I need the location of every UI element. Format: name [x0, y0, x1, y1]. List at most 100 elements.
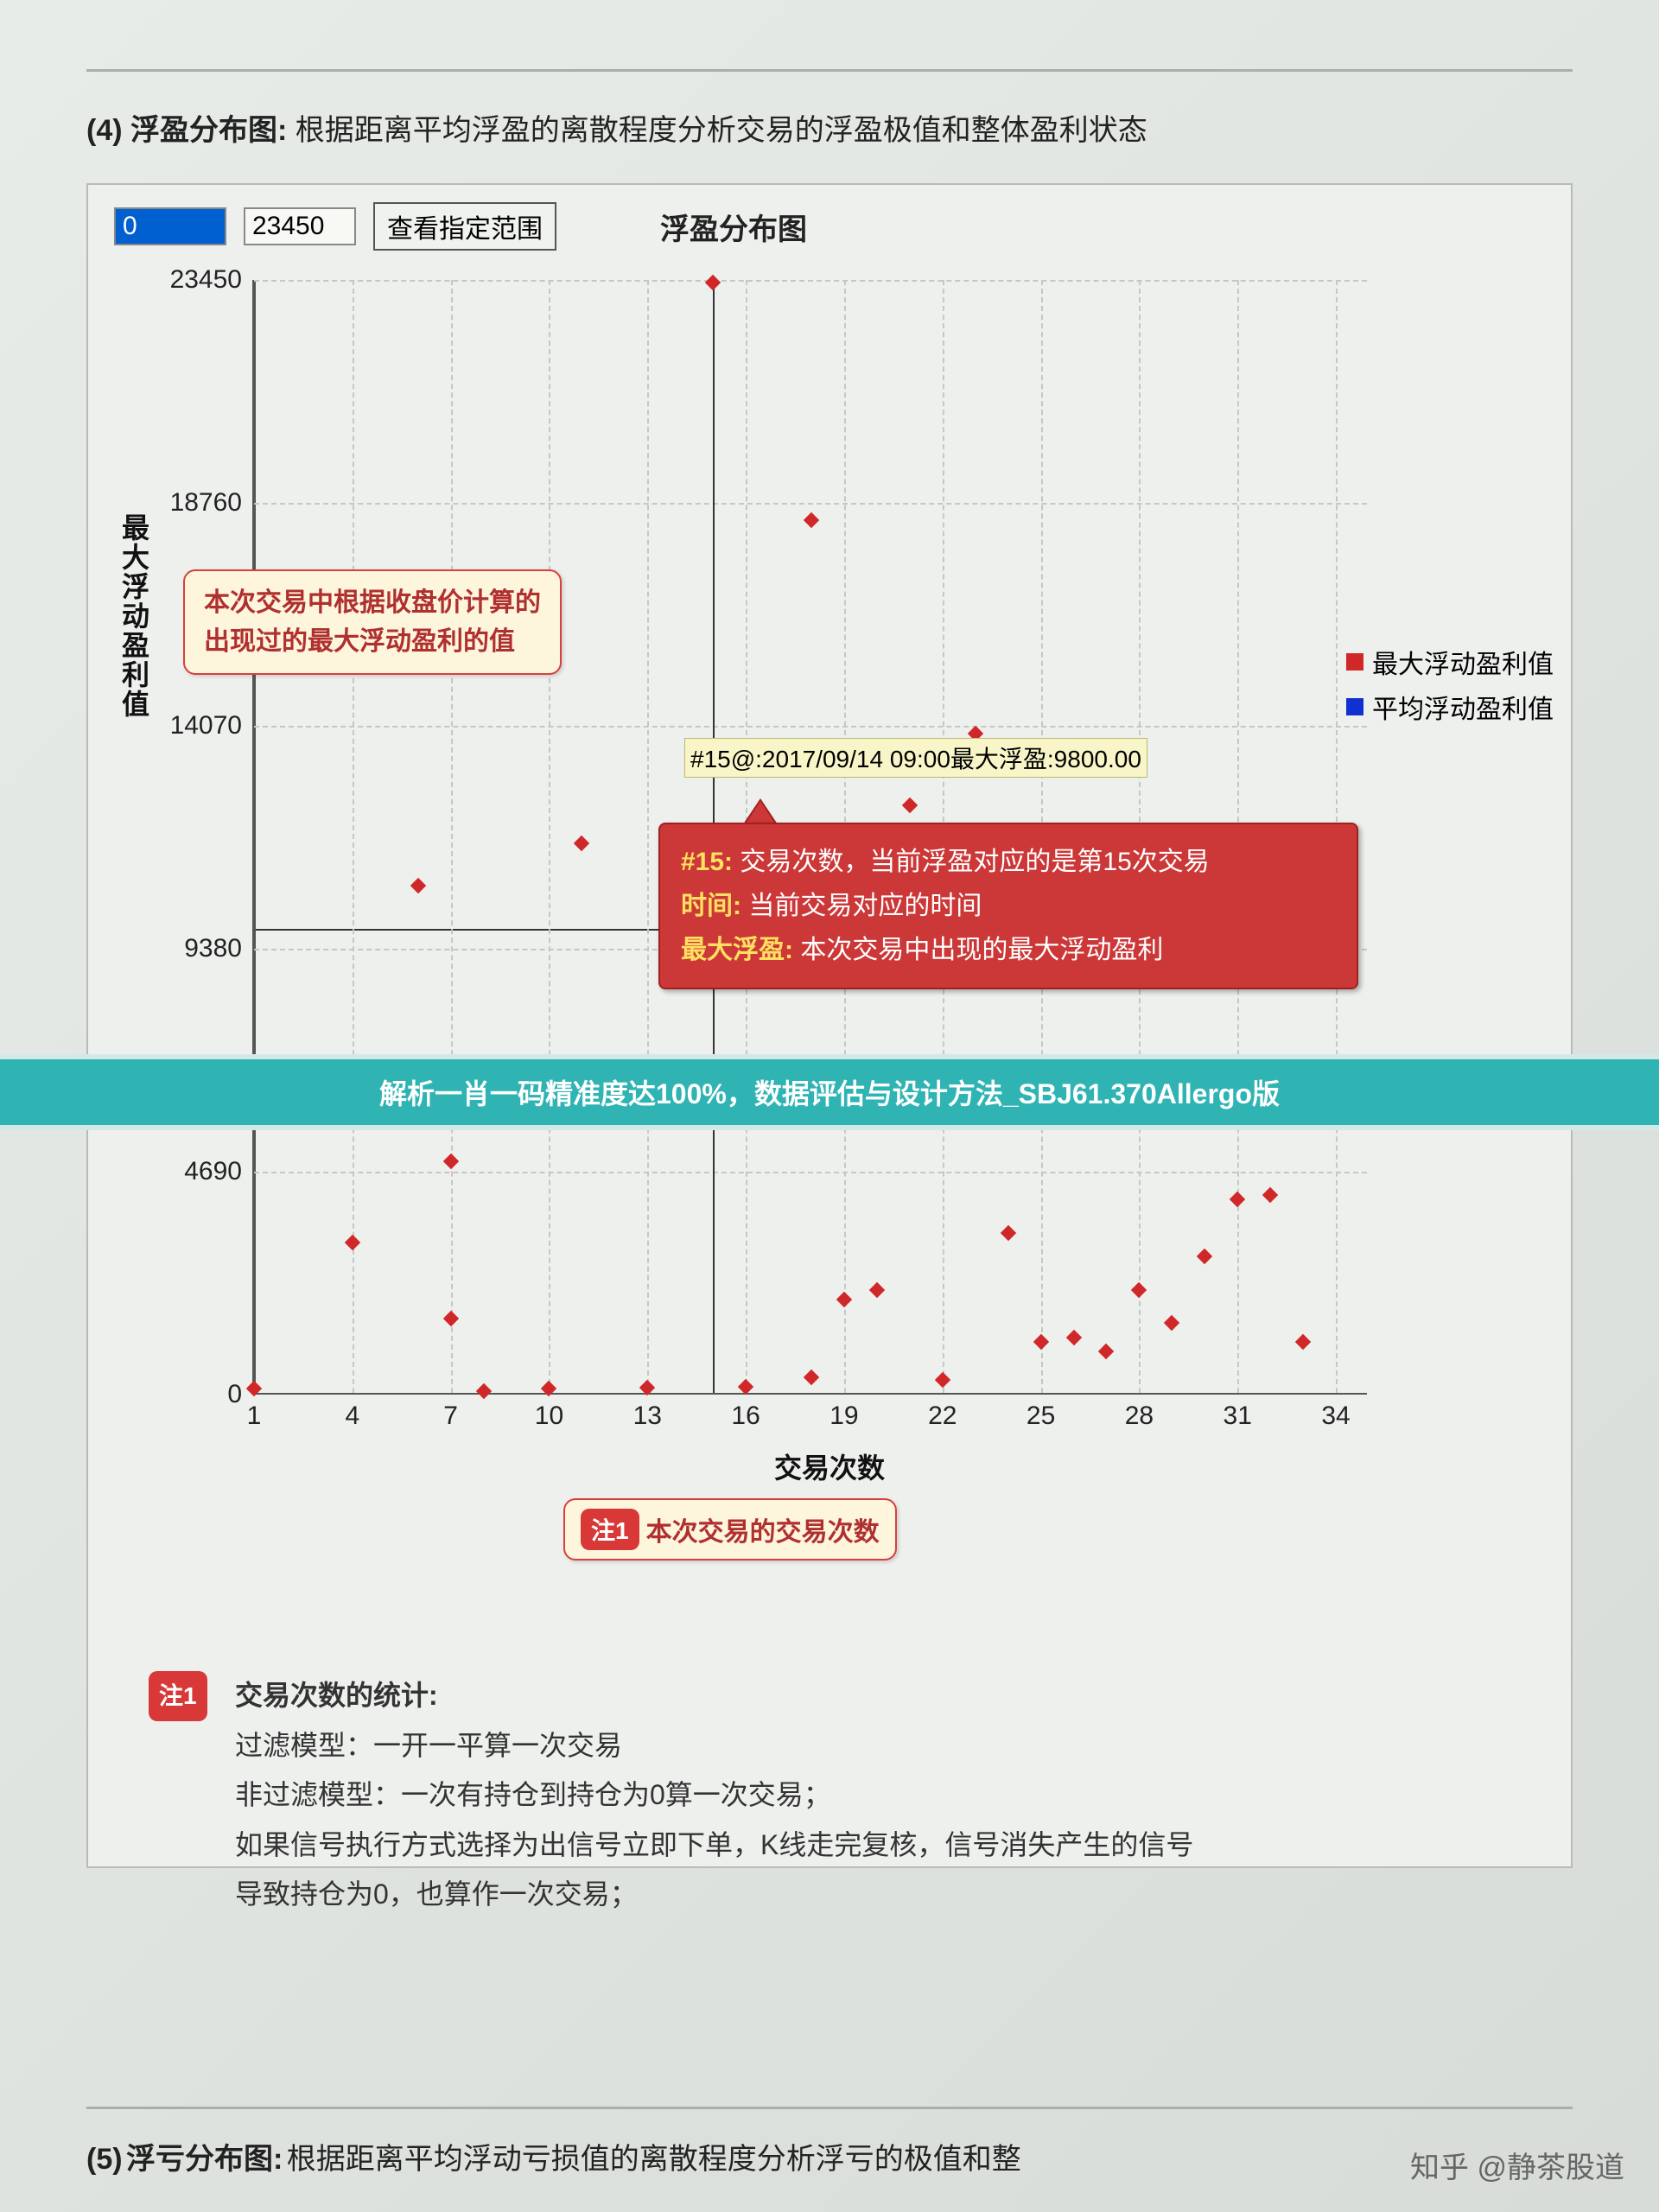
y-tick-label: 23450	[170, 265, 242, 295]
legend: 最大浮动盈利值 平均浮动盈利值	[1346, 643, 1554, 733]
scatter-point	[804, 1370, 819, 1385]
notes-l3: 如果信号执行方式选择为出信号立即下单，K线走完复核，信号消失产生的信号	[235, 1821, 1502, 1871]
x-tick-label: 25	[1027, 1402, 1055, 1431]
scatter-point	[1262, 1187, 1278, 1203]
scatter-point	[804, 512, 819, 528]
scatter-point	[1098, 1344, 1114, 1359]
y-tick-label: 4690	[184, 1157, 242, 1186]
legend-row-max: 最大浮动盈利值	[1346, 643, 1554, 681]
scatter-point	[541, 1381, 556, 1396]
y-axis-label: 最大浮动盈利值	[114, 513, 154, 719]
x-tick-label: 13	[633, 1402, 662, 1431]
grid-v	[353, 280, 354, 1393]
x-tick-label: 28	[1125, 1402, 1154, 1431]
section5-desc: 根据距离平均浮动亏损值的离散程度分析浮亏的极值和整	[287, 2143, 1021, 2176]
grid-v	[647, 280, 649, 1393]
x-tick-label: 7	[443, 1402, 458, 1431]
scatter-point	[1000, 1225, 1015, 1241]
scatter-point	[442, 1154, 458, 1169]
x-tick-label: 34	[1321, 1402, 1350, 1431]
chart-tooltip: #15@:2017/09/14 09:00最大浮盈:9800.00	[684, 738, 1147, 778]
ylabel-callout-l2: 出现过的最大浮动盈利的值	[204, 622, 541, 661]
x-tick-label: 16	[731, 1402, 760, 1431]
scatter-point	[738, 1379, 753, 1395]
legend-label-avg: 平均浮动盈利值	[1372, 688, 1554, 726]
notes-block: 注1 交易次数的统计: 过滤模型：一开一平算一次交易 非过滤模型：一次有持仓到持…	[235, 1671, 1502, 1920]
watermark: 知乎 @静茶股道	[1410, 2144, 1624, 2186]
ylabel-callout-l1: 本次交易中根据收盘价计算的	[204, 583, 541, 622]
xlabel-callout-text: 本次交易的交易次数	[646, 1510, 880, 1548]
top-rule	[86, 69, 1573, 72]
y-tick-label: 14070	[170, 711, 242, 741]
ylabel-callout: 本次交易中根据收盘价计算的 出现过的最大浮动盈利的值	[183, 569, 562, 675]
y-tick-label: 18760	[170, 488, 242, 518]
y-tick-label: 9380	[184, 934, 242, 963]
legend-label-max: 最大浮动盈利值	[1372, 643, 1554, 681]
range-from-input[interactable]	[114, 207, 226, 245]
controls-row: 查看指定范围 浮盈分布图	[114, 202, 807, 251]
popup-row-2: 时间: 当前交易对应的时间	[681, 884, 1336, 928]
section4-title: 浮盈分布图:	[130, 114, 287, 147]
grid-h	[254, 503, 1367, 505]
scatter-point	[345, 1235, 360, 1250]
scatter-point	[1131, 1282, 1147, 1298]
y-tick-label: 0	[227, 1380, 242, 1409]
xlabel-callout: 注1 本次交易的交易次数	[563, 1498, 897, 1560]
scatter-point	[1230, 1192, 1245, 1207]
section5-heading: (5) 浮亏分布图: 根据距离平均浮动亏损值的离散程度分析浮亏的极值和整	[86, 2107, 1573, 2177]
section4-num: (4)	[86, 114, 123, 147]
scatter-point	[475, 1382, 491, 1398]
section5-title: 浮亏分布图:	[126, 2143, 283, 2176]
explain-popup: #15: 交易次数，当前浮盈对应的是第15次交易 时间: 当前交易对应的时间 最…	[658, 823, 1358, 989]
popup-arrow	[745, 801, 776, 825]
scatter-point	[1033, 1334, 1048, 1350]
view-range-button[interactable]: 查看指定范围	[373, 202, 556, 251]
grid-v	[451, 280, 453, 1393]
scatter-point	[246, 1381, 262, 1396]
scatter-point	[902, 798, 918, 813]
anno-pill-2-icon: 注1	[149, 1671, 207, 1721]
legend-swatch-max	[1346, 653, 1363, 671]
overlay-banner-text: 解析一肖一码精准度达100%，数据评估与设计方法_SBJ61.370Allerg…	[379, 1072, 1280, 1112]
grid-h	[254, 1172, 1367, 1173]
section4-heading: (4) 浮盈分布图: 根据距离平均浮盈的离散程度分析交易的浮盈极值和整体盈利状态	[86, 106, 1573, 149]
notes-heading: 交易次数的统计:	[235, 1671, 1502, 1721]
scatter-point	[1197, 1249, 1212, 1264]
notes-l2: 非过滤模型：一次有持仓到持仓为0算一次交易；	[235, 1770, 1502, 1821]
legend-row-avg: 平均浮动盈利值	[1346, 688, 1554, 726]
chart-tooltip-text: #15@:2017/09/14 09:00最大浮盈:9800.00	[690, 746, 1141, 772]
range-to-input[interactable]	[244, 207, 356, 245]
scatter-point	[1065, 1330, 1081, 1345]
grid-h	[254, 280, 1367, 282]
grid-h	[254, 726, 1367, 728]
x-tick-label: 31	[1224, 1402, 1252, 1431]
scatter-point	[935, 1372, 950, 1388]
grid-v	[254, 280, 256, 1393]
scatter-point	[1164, 1315, 1179, 1331]
x-tick-label: 22	[928, 1402, 957, 1431]
section5-num: (5)	[86, 2143, 123, 2176]
x-axis-label: 交易次数	[774, 1446, 885, 1486]
overlay-banner: 解析一肖一码精准度达100%，数据评估与设计方法_SBJ61.370Allerg…	[0, 1054, 1659, 1130]
legend-swatch-avg	[1346, 698, 1363, 715]
section4-desc: 根据距离平均浮盈的离散程度分析交易的浮盈极值和整体盈利状态	[296, 114, 1147, 147]
popup-row-3: 最大浮盈: 本次交易中出现的最大浮动盈利	[681, 928, 1336, 972]
notes-l4: 导致持仓为0，也算作一次交易；	[235, 1870, 1502, 1920]
scatter-point	[639, 1380, 655, 1395]
scatter-point	[869, 1282, 885, 1298]
notes-l1: 过滤模型：一开一平算一次交易	[235, 1721, 1502, 1771]
x-tick-label: 4	[345, 1402, 359, 1431]
scatter-point	[836, 1292, 852, 1307]
chart-container: 查看指定范围 浮盈分布图 最大浮动盈利值 1471013161922252831…	[86, 183, 1573, 1868]
scatter-point	[705, 275, 721, 290]
scatter-point	[1295, 1334, 1311, 1350]
x-tick-label: 19	[830, 1402, 858, 1431]
highlight-hline	[254, 929, 713, 931]
scatter-point	[574, 836, 589, 851]
watermark-text: 知乎 @静茶股道	[1410, 2152, 1624, 2184]
chart-title: 浮盈分布图	[660, 206, 807, 248]
scatter-point	[442, 1311, 458, 1326]
x-tick-label: 1	[247, 1402, 262, 1431]
anno-pill-1-icon: 注1	[581, 1509, 639, 1550]
scatter-point	[410, 878, 426, 893]
